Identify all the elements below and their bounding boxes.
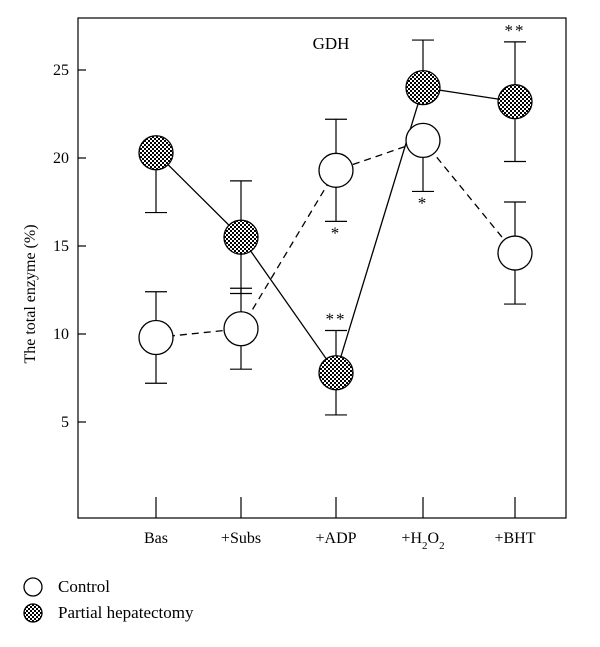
data-point-0-1 <box>223 311 259 347</box>
y-axis-label: The total enzyme (%) <box>22 224 39 363</box>
y-tick-label-5: 5 <box>61 414 69 431</box>
data-point-1-2 <box>318 355 354 391</box>
legend-label-control: Control <box>58 577 110 596</box>
chart-title: GDH <box>313 34 350 53</box>
checkered-circle-marker-icon <box>23 603 43 623</box>
x-tick-label-1: +Subs <box>221 530 261 547</box>
x-tick-label-4: +BHT <box>494 530 535 547</box>
y-tick-label-10: 10 <box>53 326 69 343</box>
significance-label-1-2: ** <box>326 309 347 328</box>
open-circle-marker-icon <box>23 577 43 597</box>
legend-label-hepatectomy: Partial hepatectomy <box>58 603 194 622</box>
data-point-0-4 <box>497 235 533 271</box>
y-tick-label-25: 25 <box>53 62 69 79</box>
axes: 5 10 15 20 25 Bas +Subs +ADP +H2O2 +BHT <box>53 17 567 552</box>
data-point-0-3 <box>405 122 441 159</box>
data-point-0-0 <box>138 319 174 356</box>
data-point-1-1 <box>223 219 259 255</box>
plot-frame <box>77 17 567 519</box>
significance-label-0-2: * <box>331 223 342 242</box>
x-tick-label-2: +ADP <box>315 530 356 547</box>
data-point-0-2 <box>318 152 354 188</box>
legend: Control Partial hepatectomy <box>22 574 193 626</box>
series-layer: ****** <box>138 21 533 416</box>
significance-label-0-3: * <box>418 193 429 212</box>
legend-item-control: Control <box>22 574 193 600</box>
x-tick-label-0: Bas <box>144 530 168 547</box>
data-point-1-0 <box>138 135 174 171</box>
y-tick-label-20: 20 <box>53 150 69 167</box>
data-point-1-4 <box>497 84 533 120</box>
legend-item-hepatectomy: Partial hepatectomy <box>22 600 193 626</box>
y-tick-label-15: 15 <box>53 238 69 255</box>
data-point-1-3 <box>405 69 441 106</box>
x-tick-label-3: +H2O2 <box>401 530 444 552</box>
significance-label-1-4: ** <box>505 21 526 40</box>
